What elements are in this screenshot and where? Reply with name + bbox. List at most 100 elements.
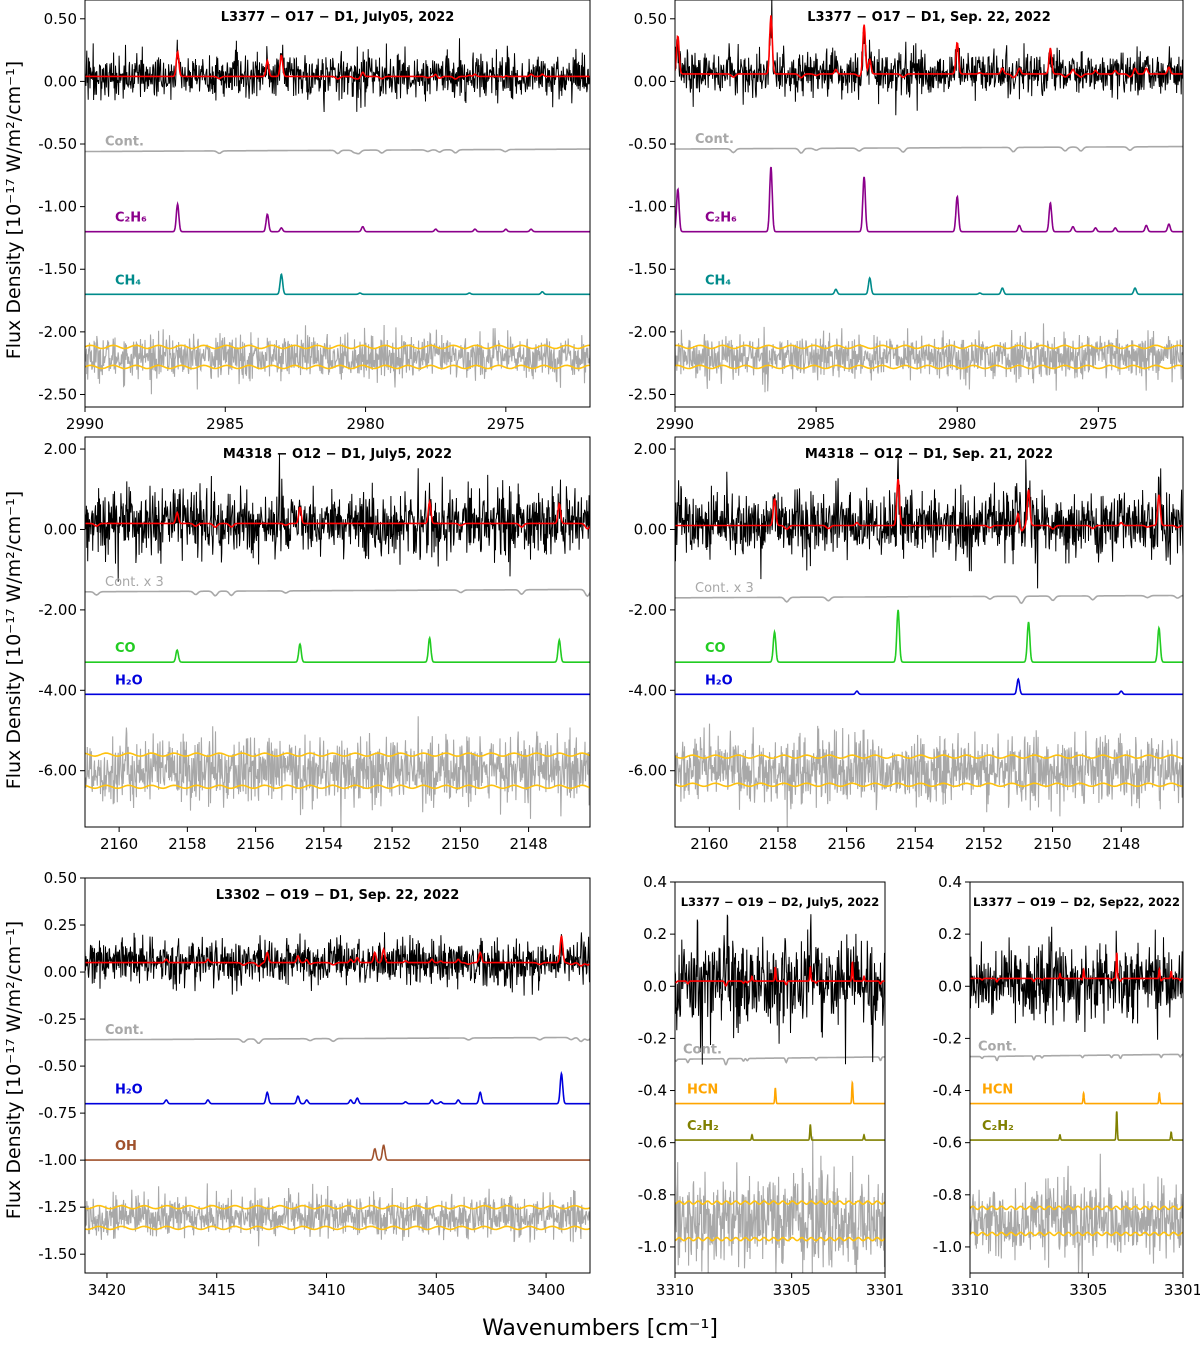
residual-series <box>85 324 590 395</box>
component-label-c2h2: C₂H₂ <box>982 1119 1014 1134</box>
component-ch4-series <box>675 276 1183 296</box>
panel-plot-area: Cont. x 3 CO H₂O <box>675 454 1183 827</box>
continuum-label: Cont. <box>978 1040 1017 1055</box>
y-tick-label: 0.25 <box>44 916 77 934</box>
y-tick-label: -1.50 <box>628 260 667 278</box>
y-tick-label: -0.25 <box>38 1010 77 1028</box>
panel-plot-area: Cont. HCN C₂H₂ <box>970 926 1183 1273</box>
continuum-label: Cont. <box>683 1042 722 1057</box>
x-tick-label: 2152 <box>373 835 411 853</box>
y-tick-label: -1.0 <box>638 1238 667 1256</box>
y-tick-label: -1.00 <box>628 198 667 216</box>
component-oh-series <box>85 1144 590 1161</box>
panel-7: Cont. HCN C₂H₂ L3377 − O19 − D2, Sep22, 202… <box>933 873 1200 1299</box>
panel-title: M4318 − O12 − D1, July5, 2022 <box>223 447 452 462</box>
panel-plot-area: Cont. H₂O OH <box>85 932 590 1247</box>
y-tick-label: 0.50 <box>634 10 667 28</box>
x-tick-label: 2148 <box>1102 835 1140 853</box>
y-tick-label: 0.2 <box>643 925 667 943</box>
x-tick-label: 2160 <box>690 835 728 853</box>
continuum-label: Cont. x 3 <box>695 581 754 596</box>
y-tick-label: -1.00 <box>38 198 77 216</box>
y-tick-label: 0.50 <box>44 869 77 887</box>
data-series <box>85 38 590 113</box>
y-tick-label: 0.2 <box>938 925 962 943</box>
residual-series <box>85 716 590 827</box>
y-tick-label: -0.8 <box>638 1186 667 1204</box>
component-hcn-series <box>675 1079 885 1105</box>
residual-series <box>970 1153 1183 1273</box>
continuum-label: Cont. <box>695 132 734 147</box>
panel-6: Cont. HCN C₂H₂ L3377 − O19 − D2, July5, 202… <box>638 873 904 1299</box>
data-series <box>970 926 1183 1040</box>
panel-frame <box>969 881 1184 1274</box>
sigma-sigma-lower <box>85 364 590 370</box>
continuum-series <box>85 588 590 598</box>
residual-series <box>675 323 1183 393</box>
model-series <box>85 49 590 80</box>
x-tick-label: 3420 <box>88 1281 126 1299</box>
panel-frame <box>674 881 886 1274</box>
x-tick-label: 2160 <box>100 835 138 853</box>
component-c2h6-series <box>675 166 1183 233</box>
data-series <box>85 932 590 996</box>
continuum-label: Cont. <box>105 135 144 150</box>
x-tick-label: 2154 <box>305 835 343 853</box>
panel-title: L3377 − O17 − D1, Sep. 22, 2022 <box>807 10 1050 25</box>
y-tick-label: -1.00 <box>38 1151 77 1169</box>
sigma-sigma-lower <box>970 1231 1183 1237</box>
data-series <box>675 914 885 1065</box>
y-tick-label: -0.2 <box>933 1029 962 1047</box>
sigma-sigma-upper <box>85 752 590 758</box>
x-tick-label: 2158 <box>168 835 206 853</box>
sigma-sigma-upper <box>675 1200 885 1206</box>
panel-plot-area: Cont. C₂H₆ CH₄ <box>675 0 1183 393</box>
x-tick-label: 2990 <box>656 415 694 433</box>
x-tick-label: 2154 <box>896 835 934 853</box>
x-tick-label: 2975 <box>487 415 525 433</box>
y-tick-label: -1.0 <box>933 1238 962 1256</box>
y-tick-label: 2.00 <box>634 440 667 458</box>
y-tick-label: -0.6 <box>933 1134 962 1152</box>
y-tick-label: 0.00 <box>44 72 77 90</box>
y-tick-label: 0.0 <box>643 977 667 995</box>
sigma-sigma-lower <box>675 1236 885 1242</box>
y-tick-label: -1.50 <box>38 260 77 278</box>
x-tick-label: 2980 <box>938 415 976 433</box>
x-tick-label: 3310 <box>656 1281 694 1299</box>
figure-ylabel-bottom: Flux Density [10⁻¹⁷ W/m²/cm⁻¹] <box>3 921 25 1219</box>
component-ch4-series <box>85 273 590 296</box>
x-tick-label: 3301 <box>866 1281 904 1299</box>
component-label-h2o: H₂O <box>115 1083 143 1098</box>
continuum-series <box>970 1053 1183 1062</box>
panel-4: Cont. x 3 CO H₂O M4318 − O12 − D1, Sep. 21,… <box>628 436 1184 853</box>
component-label-oh: OH <box>115 1139 137 1154</box>
component-h2o-series <box>85 1070 590 1105</box>
residual-series <box>675 723 1183 827</box>
component-label-c2h6: C₂H₆ <box>115 211 147 226</box>
component-hcn-series <box>970 1090 1183 1105</box>
continuum-series <box>85 148 590 155</box>
x-tick-label: 2156 <box>828 835 866 853</box>
y-tick-label: -0.8 <box>933 1186 962 1204</box>
sigma-sigma-upper <box>85 1204 590 1210</box>
y-tick-label: -0.6 <box>638 1134 667 1152</box>
y-tick-label: -2.50 <box>628 385 667 403</box>
x-tick-label: 2150 <box>441 835 479 853</box>
model-series <box>85 498 590 530</box>
component-label-co: CO <box>705 641 726 656</box>
y-tick-label: -2.00 <box>628 601 667 619</box>
y-tick-label: -0.4 <box>933 1082 962 1100</box>
y-tick-label: 2.00 <box>44 440 77 458</box>
panel-frame <box>84 877 591 1274</box>
panel-5: Cont. H₂O OH L3302 − O19 − D1, Sep. 22, 202… <box>38 869 591 1299</box>
panel-frame <box>674 436 1184 828</box>
component-co-series <box>675 609 1183 663</box>
y-tick-label: -4.00 <box>628 681 667 699</box>
x-tick-label: 3305 <box>773 1281 811 1299</box>
x-tick-label: 2975 <box>1079 415 1117 433</box>
y-tick-label: -2.00 <box>38 323 77 341</box>
x-tick-label: 3301 <box>1164 1281 1200 1299</box>
model-series <box>675 15 1183 79</box>
sigma-sigma-lower <box>675 782 1183 788</box>
